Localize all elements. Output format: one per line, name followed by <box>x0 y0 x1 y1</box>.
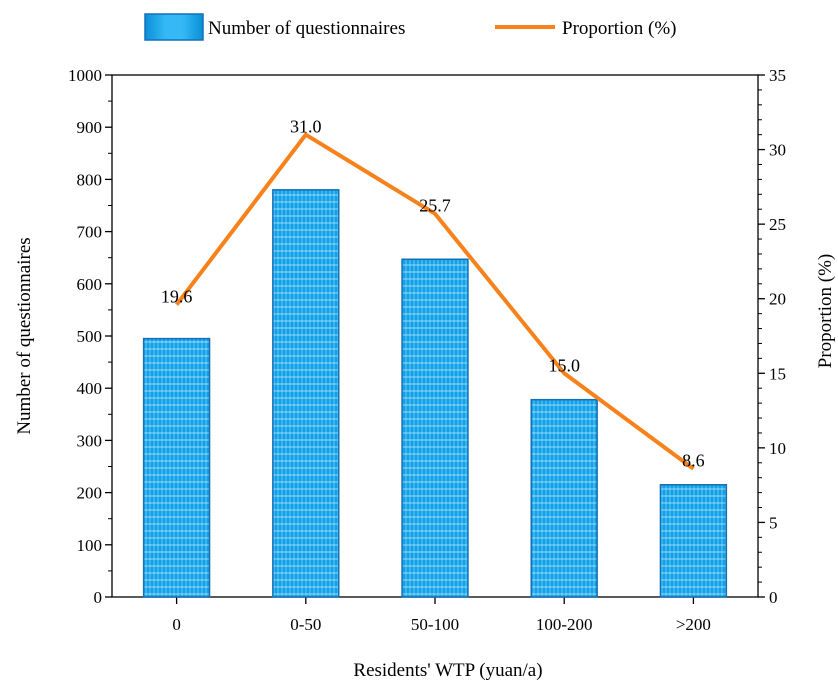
bar-1 <box>272 189 340 598</box>
y2-axis-tick-label: 0 <box>769 588 778 607</box>
y-axis-tick-label: 100 <box>77 536 103 555</box>
y-axis-title: Number of questionnaires <box>14 237 35 434</box>
bar-0 <box>142 337 211 598</box>
y-axis-tick-label: 0 <box>94 588 103 607</box>
data-label-0: 19.6 <box>161 287 193 307</box>
x-axis-tick-label: >200 <box>676 615 711 634</box>
x-axis-tick-label: 0-50 <box>290 615 321 634</box>
bar-4 <box>659 484 728 598</box>
data-label-4: 8.6 <box>682 451 705 471</box>
y-axis-tick-label: 300 <box>77 431 103 450</box>
y2-axis-tick-label: 35 <box>769 66 786 85</box>
x-axis-title: Residents' WTP (yuan/a) <box>353 660 542 681</box>
legend-label-bar: Number of questionnaires <box>208 18 405 39</box>
y2-axis-title: Proportion (%) <box>815 254 836 369</box>
proportion-line <box>175 132 695 471</box>
y2-axis-tick-label: 30 <box>769 141 786 160</box>
y2-axis-tick-label: 5 <box>769 513 778 532</box>
y-axis-tick-label: 900 <box>77 118 103 137</box>
y2-axis-tick-label: 15 <box>769 364 786 383</box>
y2-axis-tick-label: 25 <box>769 215 786 234</box>
legend: Number of questionnaires Proportion (%) <box>144 13 677 41</box>
y2-axis-tick-label: 20 <box>769 290 786 309</box>
bar-3 <box>530 398 598 598</box>
y-axis-tick-label: 200 <box>77 484 103 503</box>
y-axis-tick-label: 800 <box>77 170 103 189</box>
data-label-3: 15.0 <box>548 355 580 375</box>
y-axis-tick-label: 1000 <box>68 66 102 85</box>
x-axis-tick-label: 50-100 <box>411 615 459 634</box>
legend-swatch-bar <box>144 13 204 41</box>
y-axis-tick-label: 500 <box>77 327 103 346</box>
bar-2 <box>401 258 469 598</box>
plot-area: 0100200300400500600700800900100005101520… <box>68 66 786 634</box>
y-axis-tick-label: 400 <box>77 379 103 398</box>
y-axis-tick-label: 600 <box>77 275 103 294</box>
x-axis-tick-label: 0 <box>172 615 181 634</box>
y2-axis-tick-label: 10 <box>769 439 786 458</box>
y-axis-tick-label: 700 <box>77 223 103 242</box>
data-label-2: 25.7 <box>419 196 451 216</box>
legend-label-line: Proportion (%) <box>562 18 677 39</box>
data-label-1: 31.0 <box>290 117 322 137</box>
x-axis-tick-label: 100-200 <box>536 615 593 634</box>
